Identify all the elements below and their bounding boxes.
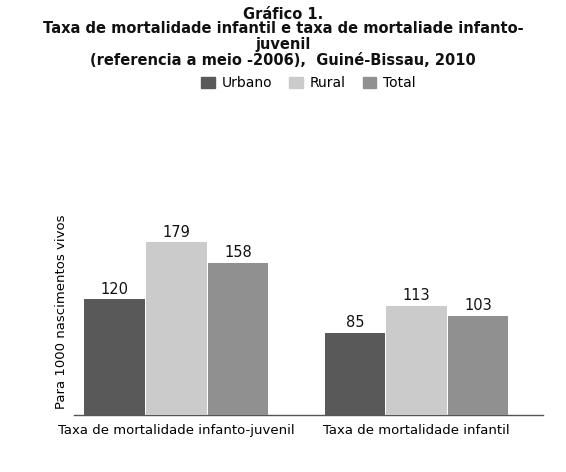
Y-axis label: Para 1000 nascimentos vivos: Para 1000 nascimentos vivos [55,214,68,409]
Bar [84,299,145,415]
Bar [208,263,268,415]
Text: 158: 158 [224,245,252,260]
Text: 179: 179 [162,225,190,240]
Text: (referencia a meio -2006),  Guiné-Bissau, 2010: (referencia a meio -2006), Guiné-Bissau,… [90,53,476,68]
Bar [386,306,447,415]
Text: 103: 103 [464,298,492,313]
Text: juvenil: juvenil [255,37,311,52]
Text: 120: 120 [101,281,128,296]
Bar [448,316,508,415]
Text: 85: 85 [345,315,364,330]
Text: Taxa de mortalidade infantil e taxa de mortaliade infanto-: Taxa de mortalidade infantil e taxa de m… [42,21,524,36]
Bar [324,333,385,415]
Legend: Urbano, Rural, Total: Urbano, Rural, Total [198,74,419,93]
Text: Gráfico 1.: Gráfico 1. [243,7,323,22]
Text: 113: 113 [402,288,430,303]
Bar [146,243,207,415]
